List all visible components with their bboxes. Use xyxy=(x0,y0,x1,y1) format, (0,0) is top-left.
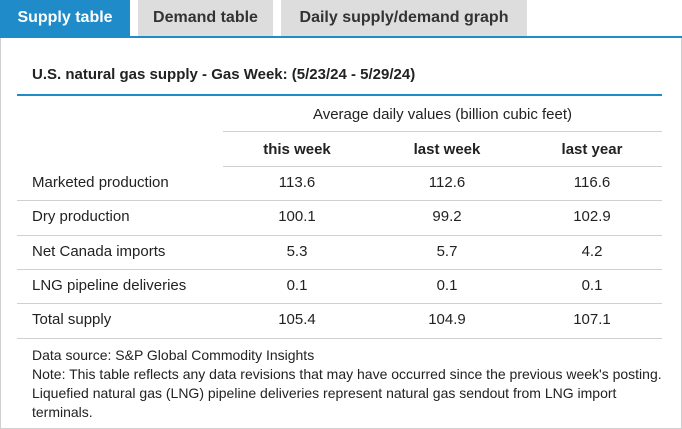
rule xyxy=(17,268,662,270)
row-label: Net Canada imports xyxy=(32,242,166,260)
tab[interactable]: Supply table xyxy=(0,0,130,36)
cell-value: 5.7 xyxy=(436,242,458,260)
cell-value: 104.9 xyxy=(428,311,466,329)
cell-value: 112.6 xyxy=(428,174,466,191)
cell-value: 102.9 xyxy=(573,208,611,226)
tab-underline xyxy=(0,36,682,38)
cell-value: 100.1 xyxy=(278,208,316,226)
row-label: Total supply xyxy=(32,311,112,329)
cell-value: 105.4 xyxy=(278,311,316,329)
column-header: this week xyxy=(263,141,331,158)
column-header: last week xyxy=(413,141,481,158)
cell-value: 4.2 xyxy=(581,242,603,260)
table-title: U.S. natural gas supply - Gas Week: (5/2… xyxy=(32,66,416,83)
cell-value: 116.6 xyxy=(573,174,611,191)
column-header: last year xyxy=(561,141,623,158)
title-rule xyxy=(17,94,662,96)
rule xyxy=(17,200,662,202)
row-label: Marketed production xyxy=(32,174,169,191)
cell-value: 0.1 xyxy=(286,276,308,294)
rule xyxy=(17,234,662,236)
tab[interactable]: Daily supply/demand graph xyxy=(281,0,527,36)
source-note: Data source: S&P Global Commodity Insigh… xyxy=(32,347,315,363)
cell-value: 5.3 xyxy=(286,242,308,260)
group-header: Average daily values (billion cubic feet… xyxy=(312,106,573,123)
rule xyxy=(223,166,662,167)
rule xyxy=(223,131,662,132)
rule xyxy=(17,337,662,339)
row-label: Dry production xyxy=(32,208,130,226)
cell-value: 113.6 xyxy=(278,174,316,191)
cell-value: 0.1 xyxy=(436,276,458,294)
row-label: LNG pipeline deliveries xyxy=(32,276,187,294)
rule xyxy=(17,303,662,305)
tab[interactable]: Demand table xyxy=(138,0,273,36)
cell-value: 0.1 xyxy=(581,276,603,294)
cell-value: 99.2 xyxy=(432,208,462,226)
note: Note: This table reflects any data revis… xyxy=(32,366,662,420)
cell-value: 107.1 xyxy=(573,311,611,329)
